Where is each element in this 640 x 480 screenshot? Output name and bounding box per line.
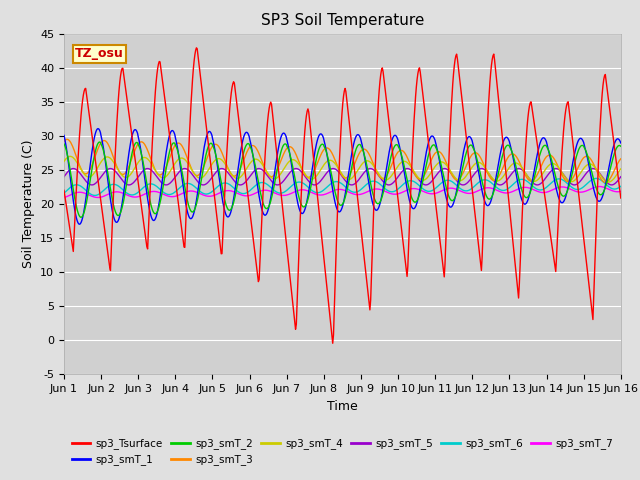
sp3_smT_2	[129, 147, 137, 153]
sp3_smT_5	[71, 166, 79, 172]
Line: sp3_smT_2: sp3_smT_2	[64, 142, 621, 217]
sp3_smT_1	[215, 173, 223, 179]
sp3_smT_5	[60, 174, 68, 180]
Legend: sp3_Tsurface, sp3_smT_1, sp3_smT_2, sp3_smT_3, sp3_smT_4, sp3_smT_5, sp3_smT_6, : sp3_Tsurface, sp3_smT_1, sp3_smT_2, sp3_…	[68, 434, 617, 469]
X-axis label: Time: Time	[327, 400, 358, 413]
sp3_smT_4	[214, 156, 222, 161]
sp3_smT_5	[185, 168, 193, 173]
Line: sp3_smT_5: sp3_smT_5	[64, 168, 621, 185]
sp3_smT_7	[410, 186, 418, 192]
sp3_smT_6	[70, 182, 78, 188]
sp3_smT_3	[617, 156, 625, 162]
sp3_smT_5	[428, 179, 435, 185]
sp3_smT_3	[214, 143, 222, 149]
sp3_smT_5	[214, 167, 222, 173]
sp3_smT_3	[602, 180, 609, 185]
sp3_smT_4	[605, 179, 612, 185]
Line: sp3_smT_7: sp3_smT_7	[64, 187, 621, 197]
sp3_smT_4	[60, 158, 68, 164]
sp3_smT_2	[617, 144, 625, 149]
sp3_smT_6	[185, 180, 193, 186]
sp3_Tsurface	[70, 232, 78, 238]
Text: TZ_osu: TZ_osu	[75, 48, 124, 60]
Line: sp3_Tsurface: sp3_Tsurface	[64, 48, 621, 343]
sp3_Tsurface	[127, 129, 135, 134]
sp3_smT_2	[96, 139, 104, 145]
sp3_smT_6	[214, 183, 222, 189]
sp3_smT_5	[411, 171, 419, 177]
sp3_smT_4	[428, 170, 435, 176]
sp3_smT_1	[186, 215, 193, 220]
sp3_smT_1	[428, 133, 436, 139]
sp3_smT_3	[185, 159, 193, 165]
sp3_smT_2	[412, 199, 419, 205]
sp3_smT_7	[70, 191, 78, 196]
sp3_smT_7	[60, 194, 68, 200]
sp3_smT_3	[60, 139, 68, 144]
sp3_smT_1	[76, 221, 83, 227]
Y-axis label: Soil Temperature (C): Soil Temperature (C)	[22, 140, 35, 268]
sp3_smT_7	[214, 191, 221, 197]
sp3_smT_4	[411, 170, 419, 176]
sp3_smT_3	[411, 171, 419, 177]
sp3_smT_1	[129, 130, 137, 136]
Line: sp3_smT_1: sp3_smT_1	[64, 129, 621, 224]
sp3_smT_6	[592, 176, 600, 181]
sp3_smT_5	[617, 174, 625, 180]
sp3_smT_3	[428, 157, 435, 163]
sp3_smT_1	[617, 140, 625, 146]
sp3_Tsurface	[214, 225, 222, 230]
sp3_Tsurface	[193, 45, 200, 51]
sp3_Tsurface	[428, 168, 436, 174]
sp3_Tsurface	[329, 340, 337, 346]
sp3_smT_3	[71, 149, 79, 155]
sp3_smT_7	[617, 189, 625, 194]
Line: sp3_smT_3: sp3_smT_3	[64, 139, 621, 182]
sp3_smT_7	[127, 194, 135, 200]
sp3_smT_2	[70, 192, 78, 197]
sp3_Tsurface	[60, 188, 68, 193]
sp3_smT_4	[71, 156, 79, 162]
sp3_Tsurface	[617, 195, 625, 201]
sp3_smT_3	[63, 136, 71, 142]
sp3_smT_6	[617, 183, 625, 189]
sp3_smT_6	[411, 179, 419, 185]
Line: sp3_smT_6: sp3_smT_6	[64, 179, 621, 195]
sp3_smT_2	[77, 215, 85, 220]
sp3_smT_1	[412, 204, 419, 209]
sp3_smT_5	[128, 181, 136, 187]
sp3_smT_2	[186, 205, 193, 211]
sp3_smT_1	[70, 203, 78, 209]
sp3_smT_2	[428, 144, 436, 149]
Line: sp3_smT_4: sp3_smT_4	[64, 156, 621, 182]
sp3_smT_4	[67, 154, 74, 159]
sp3_smT_7	[184, 189, 192, 194]
sp3_smT_2	[215, 167, 223, 173]
sp3_smT_1	[60, 132, 68, 138]
sp3_smT_6	[128, 192, 136, 198]
sp3_smT_6	[91, 192, 99, 198]
sp3_smT_3	[128, 155, 136, 161]
sp3_smT_4	[617, 166, 625, 172]
sp3_smT_1	[94, 126, 102, 132]
sp3_smT_6	[428, 188, 435, 194]
sp3_smT_5	[607, 182, 615, 188]
sp3_smT_2	[60, 141, 68, 147]
sp3_smT_7	[426, 191, 434, 197]
sp3_smT_4	[128, 169, 136, 175]
sp3_Tsurface	[184, 167, 192, 172]
sp3_smT_5	[70, 166, 77, 171]
Title: SP3 Soil Temperature: SP3 Soil Temperature	[260, 13, 424, 28]
sp3_smT_4	[185, 162, 193, 168]
sp3_smT_6	[60, 190, 68, 196]
sp3_smT_7	[595, 184, 603, 190]
sp3_Tsurface	[412, 94, 419, 99]
